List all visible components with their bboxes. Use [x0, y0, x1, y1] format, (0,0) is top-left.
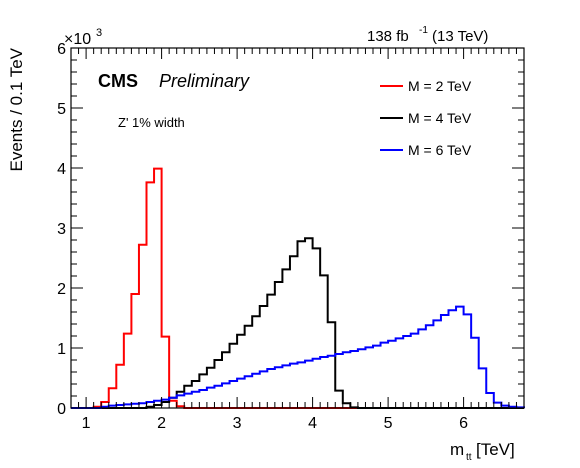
- legend-label-m2: M = 2 TeV: [408, 78, 472, 94]
- legend-label-m4: M = 4 TeV: [408, 110, 472, 126]
- lumi-value: 138 fb: [367, 28, 409, 45]
- y-tick-label: 3: [57, 221, 66, 238]
- y-tick-label: 2: [57, 281, 66, 298]
- x-axis-title-subscript: tt: [466, 452, 472, 463]
- y-tick-label: 4: [57, 161, 66, 178]
- y-multiplier-exponent: 3: [96, 27, 102, 39]
- y-axis-title: Events / 0.1 TeV: [7, 47, 26, 171]
- experiment-label: CMS: [98, 71, 138, 91]
- y-multiplier-base: ×10: [64, 31, 91, 48]
- x-axis-title: m tt [TeV]: [450, 440, 515, 463]
- y-tick-label: 6: [57, 41, 66, 58]
- plot-frame: [70, 47, 525, 409]
- x-axis-title-unit: [TeV]: [476, 440, 515, 459]
- legend-label-m6: M = 6 TeV: [408, 142, 472, 158]
- x-tick-label: 4: [308, 415, 317, 432]
- x-tick-label: 3: [233, 415, 242, 432]
- x-axis-title-main: m: [450, 440, 464, 459]
- x-tick-label: 6: [459, 415, 468, 432]
- y-tick-label: 0: [57, 401, 66, 418]
- status-label: Preliminary: [159, 71, 250, 91]
- lumi-energy: (13 TeV): [432, 28, 488, 45]
- series-m6-tev: [71, 305, 525, 409]
- y-tick-label: 5: [57, 101, 66, 118]
- legend: M = 2 TeV M = 4 TeV M = 6 TeV: [380, 78, 472, 158]
- series-m2-tev: [71, 167, 524, 409]
- x-tick-label: 5: [384, 415, 393, 432]
- series-layer: [71, 167, 525, 409]
- y-tick-label: 1: [57, 341, 66, 358]
- x-tick-label: 2: [157, 415, 166, 432]
- signal-annotation: Z' 1% width: [118, 115, 185, 130]
- x-tick-label: 1: [82, 415, 91, 432]
- lumi-exponent: -1: [419, 25, 428, 36]
